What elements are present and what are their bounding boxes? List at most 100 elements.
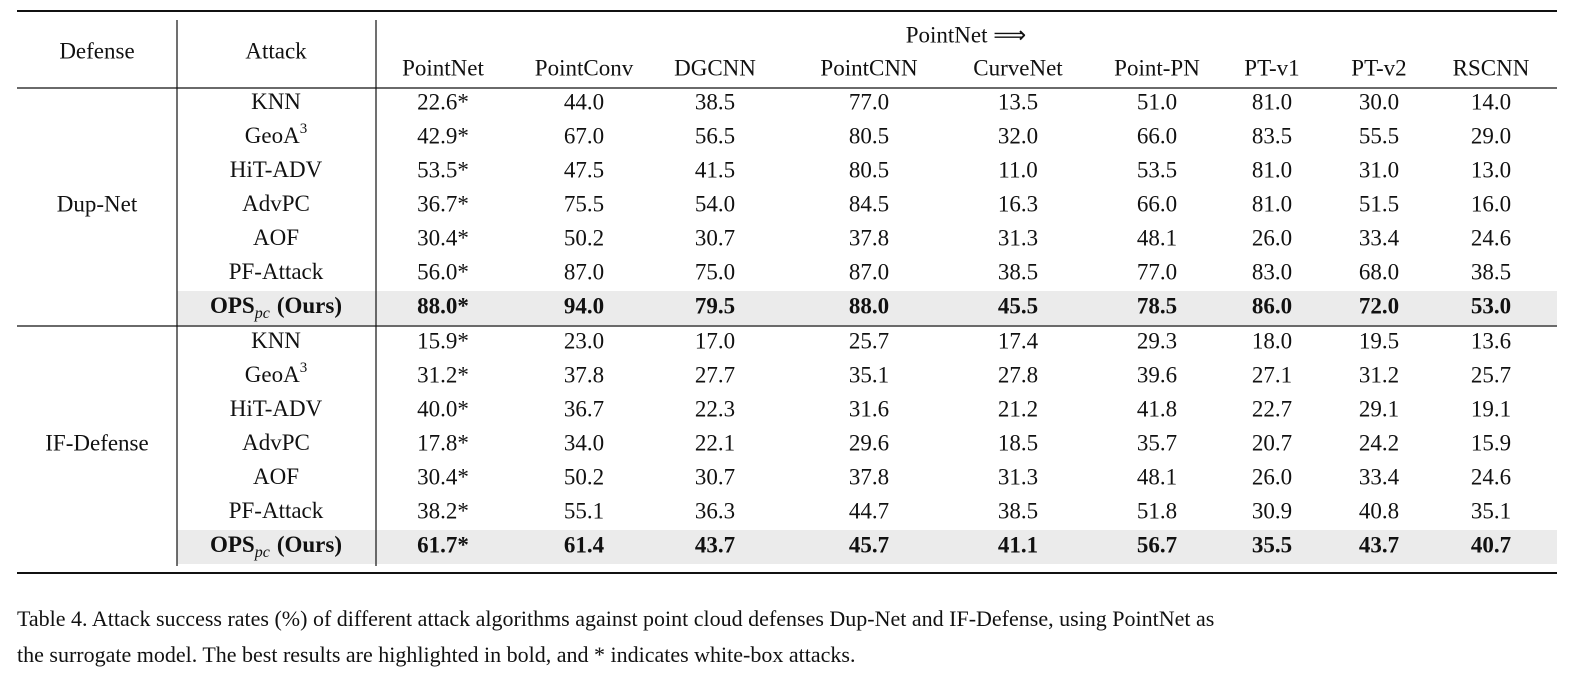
cell-value: 81.0	[1252, 191, 1292, 216]
defense-label: Dup-Net	[57, 191, 138, 216]
cell-value: 35.1	[849, 362, 889, 387]
attack-label: GeoA3	[245, 121, 307, 148]
cell-value: 30.7	[695, 464, 735, 489]
cell-value: 51.0	[1137, 89, 1177, 114]
attack-label: OPSpc (Ours)	[210, 532, 342, 560]
cell-value: 83.0	[1252, 259, 1292, 284]
cell-value: 38.2*	[417, 498, 469, 523]
column-header: PointCNN	[820, 55, 918, 80]
attack-label: GeoA3	[245, 360, 307, 387]
cell-value: 72.0	[1359, 293, 1399, 318]
cell-value: 53.0	[1471, 293, 1511, 318]
cell-value: 44.7	[849, 498, 889, 523]
cell-value: 27.8	[998, 362, 1038, 387]
attack-label: HiT-ADV	[230, 396, 323, 421]
cell-value: 56.5	[695, 123, 735, 148]
cell-value: 26.0	[1252, 464, 1292, 489]
attack-name: OPS	[210, 293, 255, 318]
cell-value: 35.5	[1252, 532, 1292, 557]
cell-value: 17.8*	[417, 430, 469, 455]
cell-value: 61.4	[564, 532, 605, 557]
cell-value: 47.5	[564, 157, 604, 182]
cell-value: 19.5	[1359, 328, 1399, 353]
cell-value: 35.7	[1137, 430, 1177, 455]
cell-value: 43.7	[695, 532, 735, 557]
attack-name: AOF	[253, 464, 299, 489]
cell-value: 29.3	[1137, 328, 1177, 353]
cell-value: 29.1	[1359, 396, 1399, 421]
attack-name: PF-Attack	[229, 259, 324, 284]
cell-value: 37.8	[849, 464, 889, 489]
attack-suffix: (Ours)	[277, 532, 342, 557]
caption-line: the surrogate model. The best results ar…	[17, 642, 855, 667]
cell-value: 36.3	[695, 498, 735, 523]
cell-value: 68.0	[1359, 259, 1399, 284]
cell-value: 38.5	[1471, 259, 1511, 284]
superscript: 3	[300, 360, 308, 376]
cell-value: 16.0	[1471, 191, 1511, 216]
cell-value: 81.0	[1252, 157, 1292, 182]
cell-value: 41.5	[695, 157, 735, 182]
cell-value: 56.0*	[417, 259, 469, 284]
cell-value: 32.0	[998, 123, 1038, 148]
cell-value: 40.0*	[417, 396, 469, 421]
attack-name: KNN	[251, 328, 301, 353]
cell-value: 18.5	[998, 430, 1038, 455]
cell-value: 42.9*	[417, 123, 469, 148]
cell-value: 45.7	[849, 532, 889, 557]
cell-value: 15.9	[1471, 430, 1511, 455]
highlight-row	[177, 530, 1557, 564]
cell-value: 37.8	[849, 225, 889, 250]
cell-value: 50.2	[564, 464, 604, 489]
cell-value: 79.5	[695, 293, 735, 318]
cell-value: 11.0	[998, 157, 1037, 182]
cell-value: 34.0	[564, 430, 604, 455]
cell-value: 33.4	[1359, 225, 1400, 250]
attack-label: PF-Attack	[229, 259, 324, 284]
cell-value: 75.5	[564, 191, 604, 216]
cell-value: 39.6	[1137, 362, 1177, 387]
cell-value: 75.0	[695, 259, 735, 284]
cell-value: 37.8	[564, 362, 604, 387]
cell-value: 66.0	[1137, 123, 1177, 148]
cell-value: 83.5	[1252, 123, 1292, 148]
cell-value: 48.1	[1137, 225, 1177, 250]
cell-value: 41.8	[1137, 396, 1177, 421]
cell-value: 53.5*	[417, 157, 469, 182]
cell-value: 80.5	[849, 157, 889, 182]
attack-header: Attack	[245, 38, 307, 63]
cell-value: 86.0	[1252, 293, 1292, 318]
cell-value: 14.0	[1471, 89, 1511, 114]
cell-value: 35.1	[1471, 498, 1511, 523]
column-header: CurveNet	[973, 55, 1063, 80]
cell-value: 19.1	[1471, 396, 1511, 421]
cell-value: 30.4*	[417, 464, 469, 489]
cell-value: 38.5	[998, 259, 1038, 284]
cell-value: 27.7	[695, 362, 735, 387]
cell-value: 25.7	[1471, 362, 1511, 387]
cell-value: 24.2	[1359, 430, 1399, 455]
attack-name: KNN	[251, 89, 301, 114]
cell-value: 31.3	[998, 464, 1038, 489]
attack-name: HiT-ADV	[230, 396, 323, 421]
attack-name: GeoA	[245, 123, 300, 148]
cell-value: 31.6	[849, 396, 889, 421]
subscript: pc	[254, 544, 270, 561]
column-header: PointConv	[535, 55, 634, 80]
cell-value: 55.1	[564, 498, 604, 523]
attack-name: AdvPC	[242, 191, 310, 216]
attack-label: PF-Attack	[229, 498, 324, 523]
cell-value: 66.0	[1137, 191, 1177, 216]
attack-label: AOF	[253, 464, 299, 489]
defense-label: IF-Defense	[45, 430, 148, 455]
cell-value: 25.7	[849, 328, 889, 353]
cell-value: 77.0	[1137, 259, 1177, 284]
cell-value: 80.5	[849, 123, 889, 148]
cell-value: 31.0	[1359, 157, 1399, 182]
column-header: PointNet	[402, 55, 484, 80]
cell-value: 13.5	[998, 89, 1038, 114]
cell-value: 51.5	[1359, 191, 1399, 216]
cell-value: 17.0	[695, 328, 735, 353]
cell-value: 43.7	[1359, 532, 1399, 557]
